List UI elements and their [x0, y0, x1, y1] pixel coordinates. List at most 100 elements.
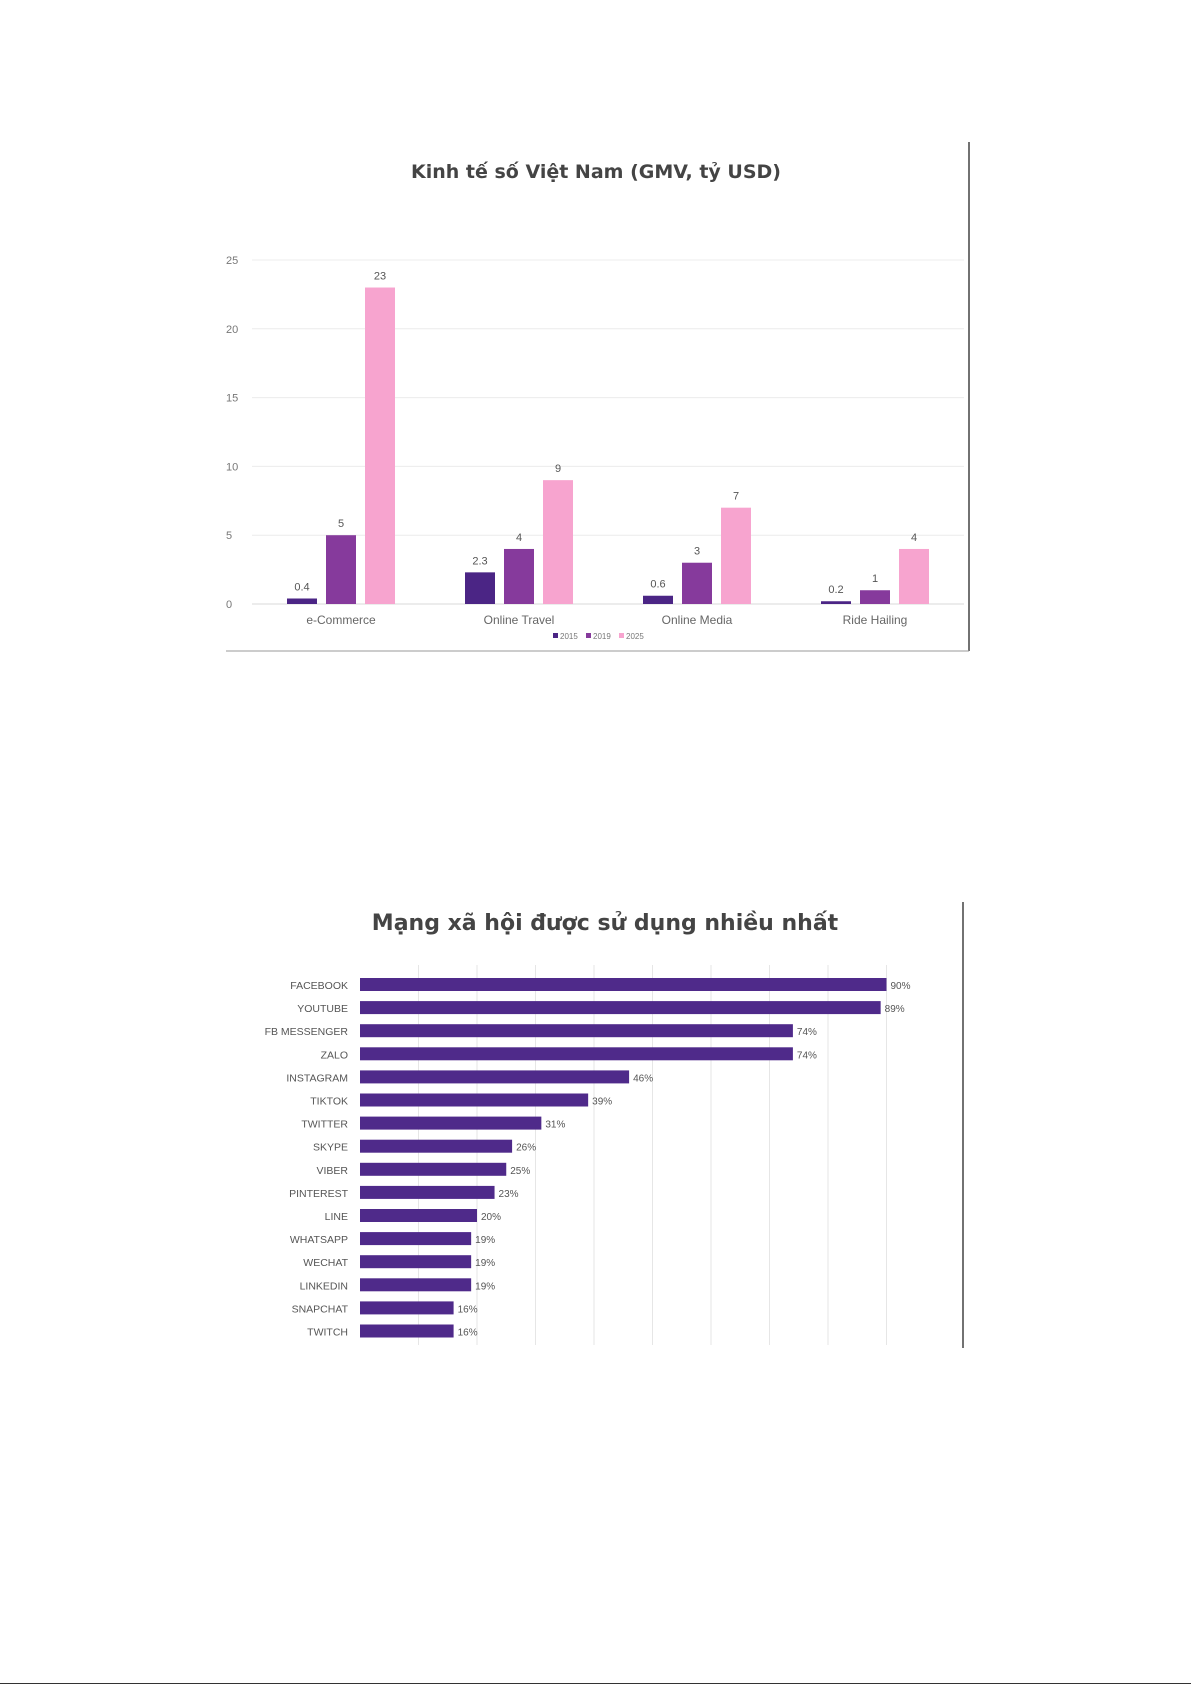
chart2-category-label: WECHAT	[303, 1257, 348, 1269]
chart2-data-labels: 90% 89% 74% 74% 46% 39% 31% 26% 25% 23% 20% 19% 19% 1…	[458, 981, 911, 1339]
chart1-data-label: 1	[872, 573, 878, 585]
chart2-bar	[360, 1024, 793, 1038]
chart1-data-label: 23	[374, 271, 386, 283]
chart1-legend-swatch	[586, 633, 591, 638]
chart2-value-label: 19%	[475, 1258, 495, 1269]
chart1-bar-2025	[721, 507, 751, 604]
chart2-bar	[360, 1047, 793, 1061]
chart1-y-tick-label: 10	[226, 461, 238, 473]
chart2-y-axis: FACEBOOK YOUTUBE FB MESSENGER ZALO INSTAGRAM…	[265, 980, 349, 1339]
chart1-bar-2025	[543, 480, 573, 604]
chart1-legend-label: 2019	[593, 632, 611, 641]
chart2-bars	[360, 978, 887, 1338]
chart1-category-label: Ride Hailing	[843, 613, 908, 627]
chart2-value-label: 46%	[633, 1073, 653, 1084]
chart2-category-label: PINTEREST	[289, 1188, 349, 1200]
chart1-y-axis: 0 5 10 15 20 25	[226, 255, 238, 611]
chart1-data-labels: 0.4 5 23 2.3 4 9 0.6 3 7 0.2 1 4	[294, 271, 917, 597]
chart2-category-label: TWITTER	[301, 1119, 348, 1131]
chart1-bar-2019	[682, 562, 712, 604]
chart1-data-label: 7	[733, 491, 739, 503]
chart1-title: Kinh tế số Việt Nam (GMV, tỷ USD)	[411, 160, 781, 183]
chart2-bar	[360, 1301, 454, 1315]
chart2-bar	[360, 1116, 542, 1130]
chart2-value-label: 20%	[481, 1212, 501, 1223]
chart1-y-tick-label: 15	[226, 393, 238, 405]
chart1-bar-2015	[821, 601, 851, 604]
chart2-value-label: 16%	[458, 1304, 478, 1315]
chart2-value-label: 19%	[475, 1281, 495, 1292]
chart1-y-tick-label: 25	[226, 255, 238, 267]
chart1-bar-2019	[860, 590, 890, 604]
page-bottom-rule	[0, 1683, 1191, 1684]
chart2-category-label: FB MESSENGER	[265, 1026, 349, 1038]
chart2-category-label: VIBER	[316, 1165, 348, 1177]
chart2-value-label: 25%	[510, 1166, 530, 1177]
chart1-data-label: 4	[911, 532, 917, 544]
chart2-value-label: 39%	[592, 1097, 612, 1108]
chart1-data-label: 0.6	[650, 579, 665, 591]
chart2-bar	[360, 1278, 472, 1292]
chart1-bar-2015	[643, 595, 673, 604]
chart1-legend-swatch	[553, 633, 558, 638]
chart1-data-label: 3	[694, 546, 700, 558]
chart1-data-label: 4	[516, 532, 522, 544]
chart2-value-label: 23%	[499, 1189, 519, 1200]
chart1-bar-2015	[465, 572, 495, 604]
chart1-category-label: Online Travel	[484, 613, 555, 627]
chart2-value-label: 16%	[458, 1328, 478, 1339]
chart1-y-tick-label: 20	[226, 324, 238, 336]
chart1-data-label: 5	[338, 518, 344, 530]
chart1-legend: 2015 2019 2025	[553, 632, 644, 641]
chart1-y-tick-label: 0	[226, 599, 232, 611]
chart1-data-label: 0.2	[828, 584, 843, 596]
chart2-value-label: 74%	[797, 1050, 817, 1061]
chart2-category-label: LINKEDIN	[300, 1280, 348, 1292]
social-network-bar-chart: Mạng xã hội được sử dụng nhiều nhất FACE…	[265, 902, 964, 1348]
chart2-value-label: 89%	[885, 1004, 905, 1015]
chart2-category-label: SNAPCHAT	[292, 1303, 349, 1315]
chart2-value-label: 31%	[545, 1120, 565, 1131]
chart2-bar	[360, 1255, 472, 1269]
chart1-bar-2015	[287, 598, 317, 604]
chart2-value-label: 26%	[516, 1143, 536, 1154]
chart2-bar	[360, 1232, 472, 1246]
chart1-gridlines	[252, 259, 964, 605]
chart1-legend-label: 2025	[626, 632, 644, 641]
chart2-category-label: LINE	[325, 1211, 348, 1223]
chart2-category-label: FACEBOOK	[290, 980, 348, 992]
chart2-bar	[360, 1001, 881, 1015]
chart1-bar-2019	[326, 535, 356, 604]
chart2-bar	[360, 1139, 513, 1153]
chart1-y-tick-label: 5	[226, 530, 232, 542]
chart2-category-label: WHATSAPP	[290, 1234, 348, 1246]
chart2-bar	[360, 1093, 589, 1107]
chart2-category-label: INSTAGRAM	[286, 1072, 348, 1084]
chart2-bar	[360, 1070, 630, 1084]
chart1-legend-swatch	[619, 633, 624, 638]
chart1-legend-label: 2015	[560, 632, 578, 641]
chart1-data-label: 9	[555, 463, 561, 475]
chart2-category-label: SKYPE	[313, 1142, 348, 1154]
chart1-category-label: Online Media	[662, 613, 733, 627]
chart2-bar	[360, 978, 887, 991]
chart2-bar	[360, 1185, 495, 1199]
chart1-bar-2025	[899, 548, 929, 604]
chart1-bar-2025	[365, 287, 395, 604]
chart2-category-label: YOUTUBE	[297, 1003, 348, 1015]
chart2-title: Mạng xã hội được sử dụng nhiều nhất	[372, 911, 839, 936]
chart1-category-label: e-Commerce	[306, 613, 376, 627]
chart1-bars	[287, 287, 929, 604]
chart2-category-label: TWITCH	[307, 1327, 348, 1339]
chart2-bar	[360, 1209, 477, 1222]
gmv-bar-chart: Kinh tế số Việt Nam (GMV, tỷ USD) 051015…	[226, 142, 970, 652]
chart2-value-label: 74%	[797, 1027, 817, 1038]
chart1-bar-2019	[504, 548, 534, 604]
chart2-category-label: ZALO	[321, 1049, 348, 1061]
chart1-x-axis: e-Commerce Online Travel Online Media Ride …	[306, 613, 907, 627]
chart1-data-label: 2.3	[472, 555, 487, 567]
chart2-value-label: 90%	[891, 981, 911, 992]
chart1-data-label: 0.4	[294, 581, 309, 593]
chart2-category-label: TIKTOK	[310, 1096, 348, 1108]
chart2-bar	[360, 1162, 507, 1176]
